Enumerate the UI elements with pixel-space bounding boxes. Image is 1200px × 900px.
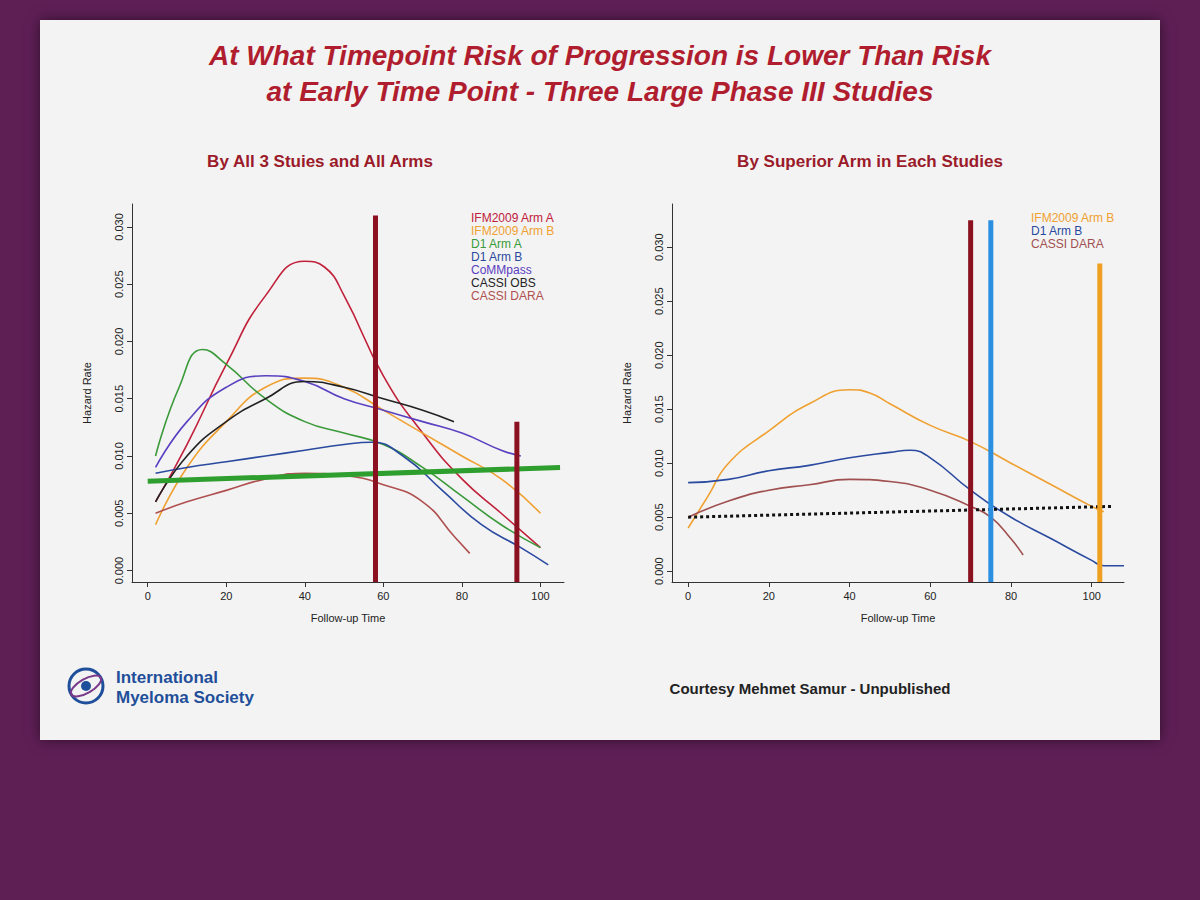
svg-text:0.010: 0.010 <box>653 449 665 477</box>
html-text:at Early Time Point - Three La: at Early Time Point - Three Large Phase … <box>266 76 934 107</box>
svg-text:0.025: 0.025 <box>113 270 125 298</box>
svg-text:100: 100 <box>1083 590 1101 602</box>
html-text:International: International <box>116 668 218 687</box>
svg-text:IFM2009 Arm A: IFM2009 Arm A <box>471 211 554 225</box>
svg-text:0.000: 0.000 <box>653 557 665 585</box>
html-text:Courtesy Mehmet Samur - Unpubl: Courtesy Mehmet Samur - Unpublished <box>669 680 951 697</box>
svg-text:20: 20 <box>220 590 232 602</box>
svg-text:CASSI OBS: CASSI OBS <box>471 276 536 290</box>
svg-text:Hazard Rate: Hazard Rate <box>621 362 633 424</box>
svg-text:0.030: 0.030 <box>653 233 665 261</box>
svg-text:IFM2009 Arm B: IFM2009 Arm B <box>1031 211 1114 225</box>
svg-text:0.010: 0.010 <box>113 442 125 470</box>
svg-text:Follow-up Time: Follow-up Time <box>311 612 386 624</box>
svg-text:0.000: 0.000 <box>113 557 125 585</box>
svg-text:0.025: 0.025 <box>653 287 665 315</box>
svg-text:D1 Arm B: D1 Arm B <box>471 250 522 264</box>
svg-text:0: 0 <box>685 590 691 602</box>
svg-text:40: 40 <box>299 590 311 602</box>
svg-text:80: 80 <box>1005 590 1017 602</box>
svg-text:Hazard Rate: Hazard Rate <box>81 362 93 424</box>
svg-text:CASSI DARA: CASSI DARA <box>1031 237 1104 251</box>
svg-text:By Superior Arm in Each Studie: By Superior Arm in Each Studies <box>737 152 1003 171</box>
svg-text:CoMMpass: CoMMpass <box>471 263 532 277</box>
svg-text:20: 20 <box>763 590 775 602</box>
html-text:Myeloma Society: Myeloma Society <box>116 688 254 707</box>
svg-text:0.015: 0.015 <box>113 385 125 413</box>
svg-text:0.005: 0.005 <box>113 500 125 528</box>
svg-text:60: 60 <box>924 590 936 602</box>
svg-text:80: 80 <box>456 590 468 602</box>
svg-text:D1 Arm B: D1 Arm B <box>1031 224 1082 238</box>
svg-text:0.020: 0.020 <box>653 341 665 369</box>
svg-text:0.030: 0.030 <box>113 213 125 241</box>
svg-text:CASSI DARA: CASSI DARA <box>471 289 544 303</box>
svg-text:D1 Arm A: D1 Arm A <box>471 237 522 251</box>
svg-text:By All 3 Stuies and All Arms: By All 3 Stuies and All Arms <box>207 152 433 171</box>
svg-text:0: 0 <box>145 590 151 602</box>
svg-text:0.015: 0.015 <box>653 395 665 423</box>
svg-text:100: 100 <box>531 590 549 602</box>
svg-text:0.005: 0.005 <box>653 503 665 531</box>
svg-text:0.020: 0.020 <box>113 328 125 356</box>
svg-text:Follow-up Time: Follow-up Time <box>861 612 936 624</box>
svg-text:IFM2009 Arm B: IFM2009 Arm B <box>471 224 554 238</box>
svg-text:40: 40 <box>843 590 855 602</box>
svg-text:60: 60 <box>377 590 389 602</box>
html-text:At What Timepoint Risk of Prog: At What Timepoint Risk of Progression is… <box>209 40 991 71</box>
